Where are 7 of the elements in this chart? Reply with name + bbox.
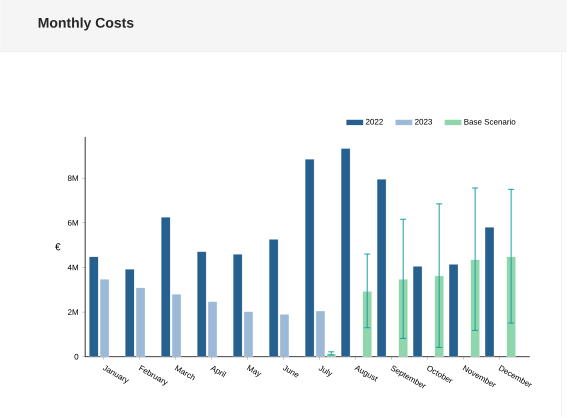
bar [412, 266, 422, 357]
bar [376, 179, 386, 357]
y-axis-title: € [55, 243, 61, 250]
bar [448, 264, 458, 357]
chart-title: Monthly Costs [38, 18, 134, 31]
bar [340, 148, 350, 357]
bar [484, 227, 494, 357]
